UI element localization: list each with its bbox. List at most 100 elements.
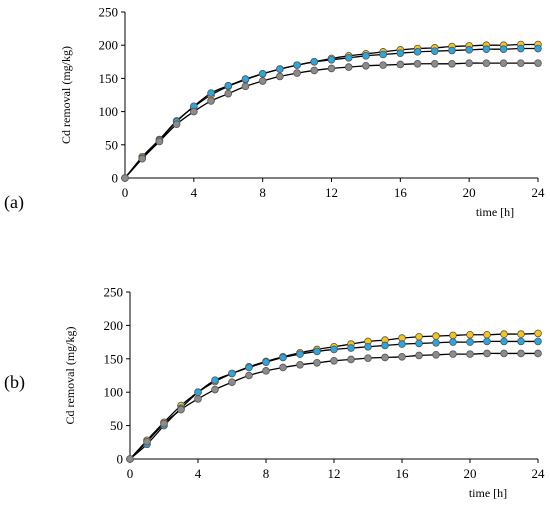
data-point-series-2 — [364, 342, 372, 351]
data-point-series-3 — [364, 354, 372, 362]
data-point-series-3 — [172, 120, 181, 129]
y-tick-label: 250 — [104, 285, 124, 300]
y-tick-label: 0 — [112, 171, 119, 186]
data-point-series-2 — [296, 350, 304, 358]
data-point-series-3 — [224, 89, 233, 98]
data-point-series-2 — [224, 81, 233, 90]
chart-panel-b: 0 50 100 150 200 250 0 4 8 12 16 20 24 time [h] Cd rem… — [4, 285, 545, 501]
data-point-series-2 — [466, 338, 474, 346]
y-tick-label: 150 — [99, 71, 119, 86]
data-point-series-3 — [466, 350, 474, 358]
x-axis-title: time [h] — [476, 205, 514, 219]
x-tick-label: 12 — [328, 466, 341, 481]
data-point-series-3 — [313, 359, 321, 367]
y-axis-title: Cd removal (mg/kg) — [59, 46, 73, 144]
data-point-series-2 — [517, 337, 525, 346]
data-point-series-2 — [449, 338, 457, 346]
fit-curve-3 — [124, 62, 538, 179]
y-tick-label: 250 — [99, 5, 119, 20]
data-point-series-2 — [362, 52, 370, 60]
data-point-series-3 — [413, 59, 422, 68]
data-point-series-2 — [413, 48, 422, 56]
y-tick-label: 150 — [104, 351, 124, 366]
data-point-series-2 — [313, 347, 321, 356]
data-point-series-3 — [500, 349, 508, 358]
data-point-series-3 — [155, 137, 164, 146]
data-point-series-2 — [194, 388, 202, 397]
data-point-series-3 — [143, 437, 151, 446]
data-point-series-1 — [534, 329, 542, 338]
data-point-series-2 — [258, 69, 267, 78]
y-tick-label: 200 — [104, 318, 124, 333]
fit-curve-1 — [124, 43, 539, 179]
data-point-series-3 — [396, 60, 405, 69]
y-tick-label: 200 — [99, 38, 119, 53]
data-point-series-3 — [121, 174, 129, 182]
data-point-series-3 — [126, 455, 134, 463]
data-point-series-2 — [415, 339, 423, 348]
data-point-series-3 — [262, 367, 270, 375]
data-point-series-2 — [241, 75, 250, 83]
data-point-series-2 — [379, 50, 387, 59]
data-point-series-2 — [465, 46, 473, 54]
data-point-series-2 — [276, 65, 284, 73]
data-point-series-3 — [296, 361, 304, 369]
data-point-series-2 — [516, 44, 525, 53]
data-point-series-3 — [194, 395, 202, 403]
data-point-series-1 — [517, 330, 525, 338]
x-tick-label: 4 — [191, 185, 198, 200]
data-point-series-2 — [228, 369, 236, 378]
data-point-series-2 — [330, 345, 338, 354]
data-point-series-1 — [432, 332, 440, 340]
data-point-series-2 — [430, 47, 439, 55]
x-tick-label: 24 — [532, 185, 546, 200]
data-point-series-1 — [483, 330, 491, 339]
data-point-series-3 — [177, 405, 185, 414]
data-point-series-1 — [500, 330, 508, 338]
data-point-series-2 — [482, 45, 491, 53]
x-tick-label: 4 — [195, 466, 202, 481]
data-point-series-3 — [241, 82, 250, 91]
data-point-series-3 — [330, 357, 338, 365]
data-point-series-2 — [211, 376, 219, 384]
y-tick-label: 50 — [105, 137, 118, 152]
data-point-series-3 — [379, 61, 387, 69]
data-point-series-3 — [293, 69, 301, 77]
y-axis-title: Cd removal (mg/kg) — [63, 327, 77, 425]
chart-panel-a: 0 50 100 150 200 250 0 4 8 12 16 20 24 time [h] Cd rem… — [4, 5, 545, 220]
x-tick-label: 0 — [122, 185, 129, 200]
data-point-series-2 — [344, 54, 353, 62]
data-point-series-2 — [483, 337, 491, 346]
data-point-series-2 — [293, 61, 301, 69]
data-point-series-3 — [465, 59, 473, 67]
data-point-series-3 — [228, 378, 236, 386]
data-point-series-3 — [381, 353, 389, 362]
y-tick-label: 100 — [99, 104, 119, 119]
data-point-series-3 — [534, 59, 542, 67]
data-point-series-3 — [190, 107, 198, 116]
data-point-series-2 — [534, 337, 542, 346]
data-point-series-2 — [500, 337, 508, 346]
x-tick-label: 16 — [396, 466, 410, 481]
data-point-series-2 — [327, 56, 336, 64]
fit-curve-3 — [129, 352, 538, 460]
data-point-series-3 — [517, 349, 525, 358]
data-point-series-1 — [449, 331, 457, 340]
data-point-series-3 — [160, 419, 168, 428]
data-point-series-3 — [516, 59, 525, 67]
data-point-series-3 — [347, 355, 355, 364]
data-point-series-3 — [448, 59, 456, 68]
data-point-series-2 — [396, 49, 405, 57]
data-point-series-3 — [245, 371, 253, 380]
panel-label: (a) — [4, 192, 24, 213]
data-point-series-3 — [362, 61, 370, 70]
y-tick-label: 100 — [104, 385, 124, 400]
data-point-series-2 — [245, 363, 253, 372]
data-point-series-3 — [138, 154, 147, 163]
data-point-series-3 — [276, 72, 284, 81]
data-point-series-3 — [499, 59, 508, 67]
data-point-series-2 — [310, 57, 319, 66]
y-tick-label: 0 — [117, 452, 124, 467]
data-point-series-3 — [279, 363, 287, 372]
data-point-series-3 — [258, 77, 267, 85]
